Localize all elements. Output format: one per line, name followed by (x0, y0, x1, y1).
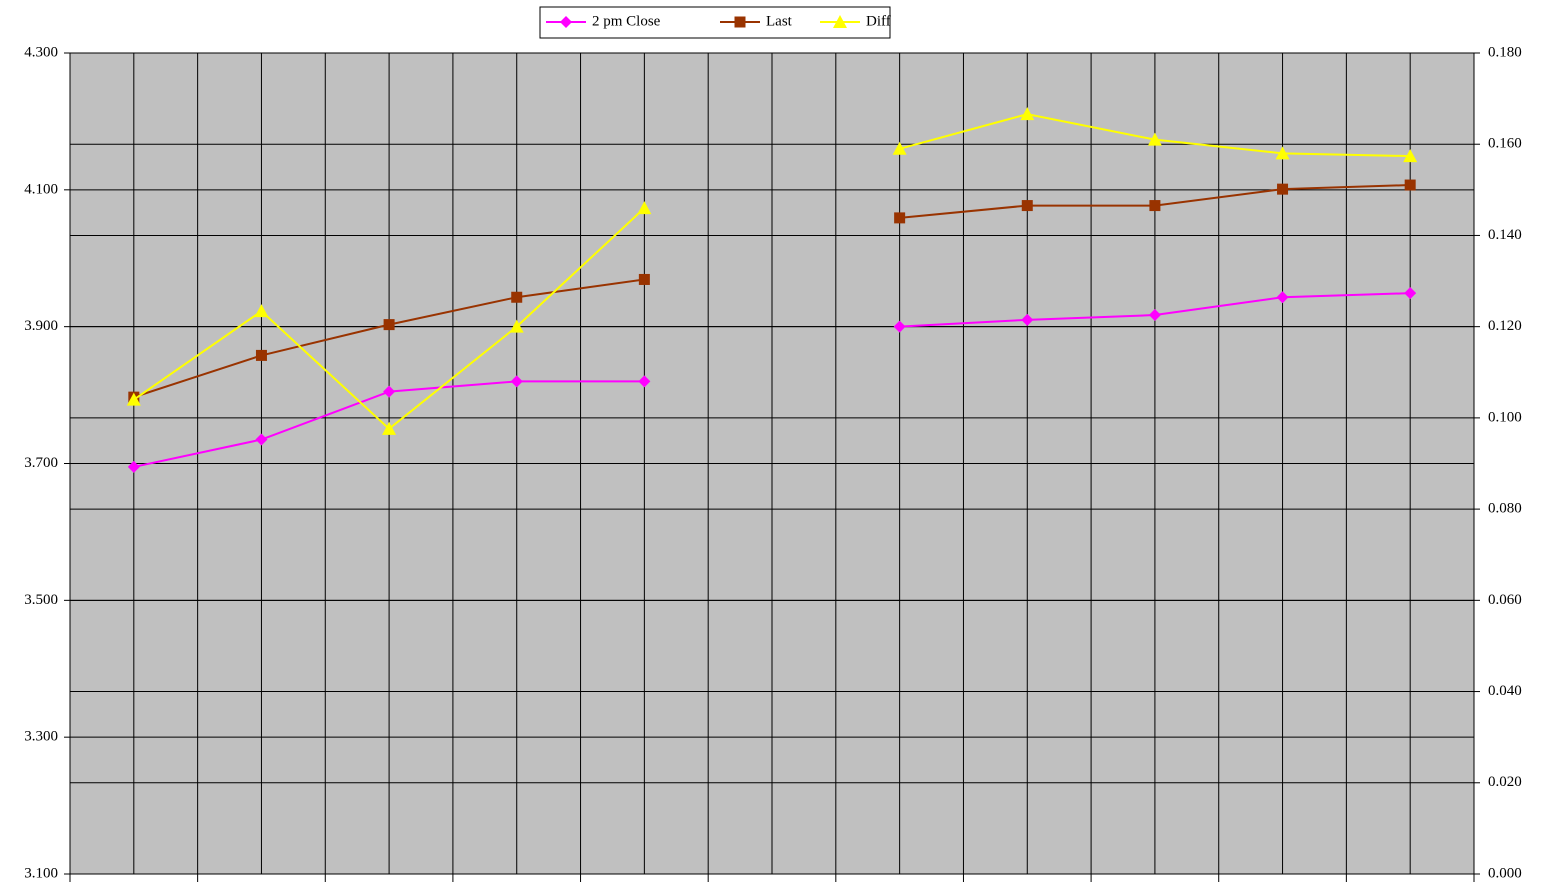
y2-tick-label: 0.020 (1488, 774, 1522, 790)
marker (1403, 149, 1418, 163)
marker (383, 385, 396, 398)
legend-marker (833, 15, 847, 28)
marker (127, 460, 140, 473)
y-tick-label: 3.900 (24, 318, 58, 334)
y-tick-label: 3.100 (24, 865, 58, 881)
y-tick-label: 4.300 (24, 44, 58, 60)
y2-tick-label: 0.140 (1488, 227, 1522, 243)
marker (383, 319, 395, 331)
marker (637, 201, 652, 215)
y-tick-label: 3.500 (24, 592, 58, 608)
legend-label: Last (766, 13, 793, 29)
legend-marker (734, 16, 746, 28)
legend-label: 2 pm Close (592, 13, 661, 29)
marker (894, 212, 906, 224)
marker (893, 320, 906, 333)
marker (509, 319, 524, 333)
marker (255, 349, 267, 361)
marker (638, 273, 650, 285)
y-tick-label: 3.300 (24, 729, 58, 745)
marker (892, 141, 907, 155)
marker (254, 304, 269, 318)
marker (1277, 183, 1289, 195)
legend-label: Diff (866, 13, 891, 29)
y2-tick-label: 0.180 (1488, 44, 1522, 60)
marker (126, 392, 141, 406)
y2-tick-label: 0.060 (1488, 592, 1522, 608)
legend-marker (560, 16, 572, 28)
y2-tick-label: 0.000 (1488, 865, 1522, 881)
marker (1147, 132, 1162, 146)
marker (510, 375, 523, 388)
y-tick-label: 4.100 (24, 181, 58, 197)
y2-tick-label: 0.100 (1488, 409, 1522, 425)
marker (638, 375, 651, 388)
marker (255, 433, 268, 446)
y-tick-label: 3.700 (24, 455, 58, 471)
marker (1021, 313, 1034, 326)
marker (1021, 200, 1033, 212)
marker (1020, 107, 1035, 121)
y2-tick-label: 0.160 (1488, 136, 1522, 152)
marker (1149, 200, 1161, 212)
marker (1276, 291, 1289, 304)
y2-tick-label: 0.120 (1488, 318, 1522, 334)
y2-tick-label: 0.040 (1488, 683, 1522, 699)
marker (1148, 309, 1161, 322)
y2-tick-label: 0.080 (1488, 501, 1522, 517)
marker (382, 421, 397, 435)
marker (1404, 287, 1417, 300)
marker (511, 291, 523, 303)
marker (1404, 179, 1416, 191)
marker (1275, 146, 1290, 160)
